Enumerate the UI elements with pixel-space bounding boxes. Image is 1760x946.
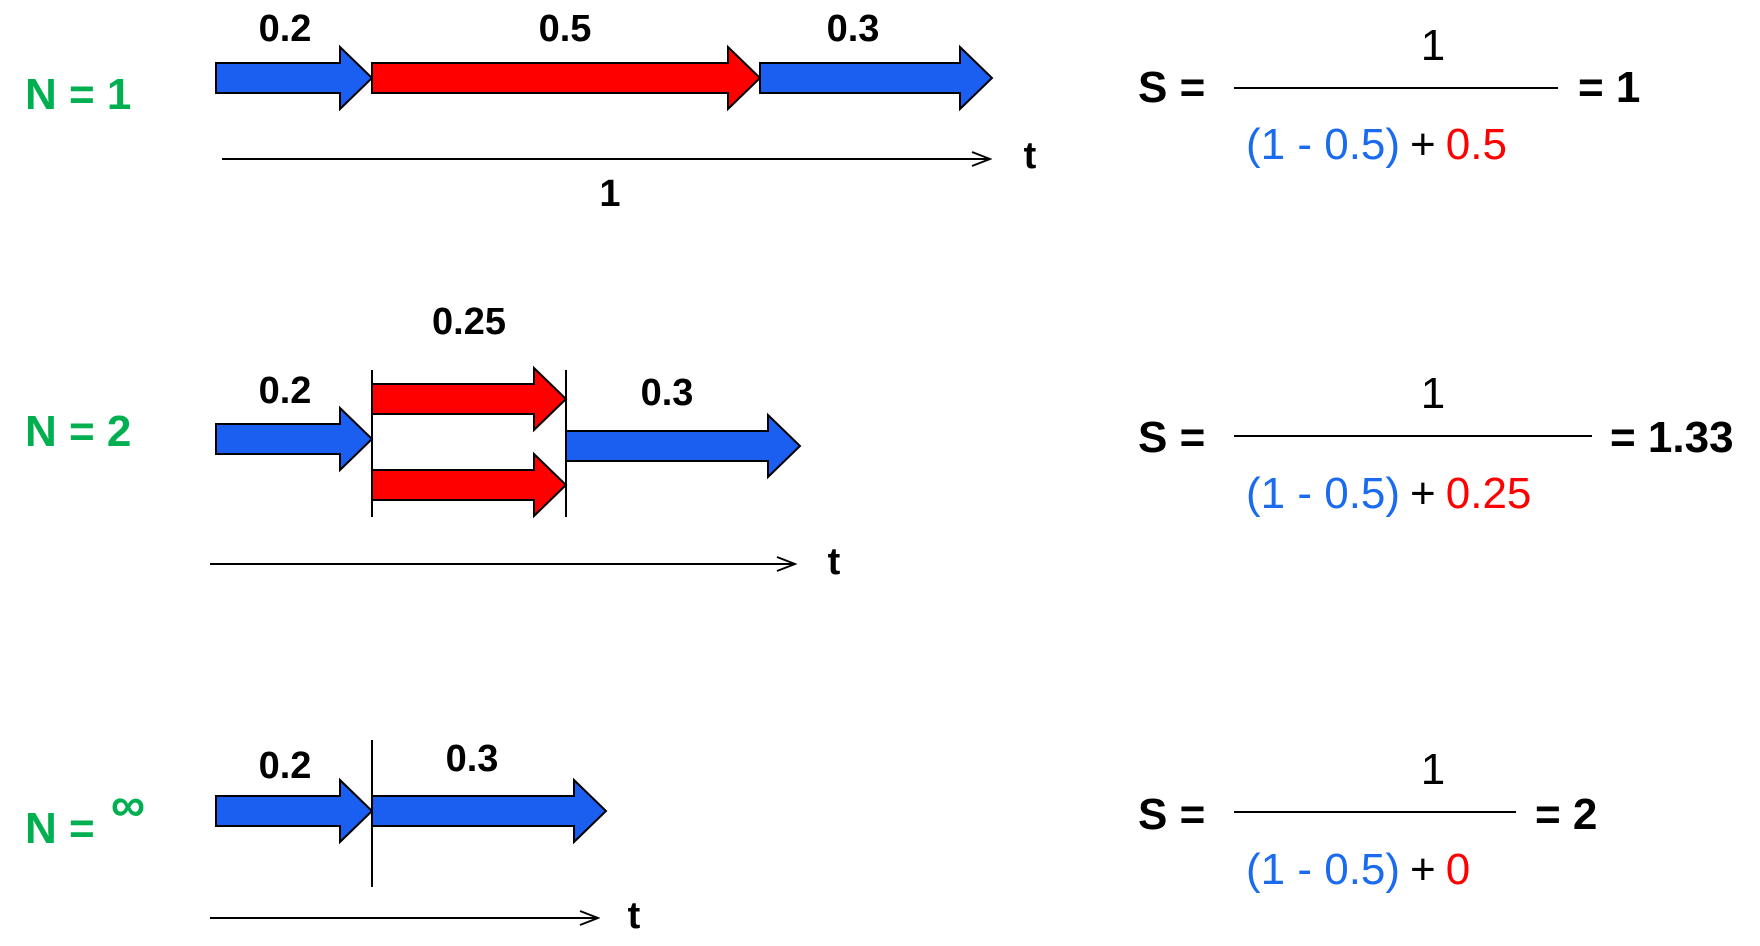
n1-parallel-label: 0.5 bbox=[539, 8, 592, 50]
n1-time-axis-label: t bbox=[1024, 135, 1037, 177]
ninf-label: N = ∞ bbox=[25, 779, 145, 853]
n1-serial-end-arrow bbox=[759, 44, 994, 112]
n2-formula-numerator: 1 bbox=[1421, 369, 1445, 418]
ninf-serial-term: (1 - 0.5) bbox=[1246, 845, 1400, 894]
infinity-symbol: ∞ bbox=[111, 779, 145, 832]
ninf-plus-sign: + bbox=[1410, 845, 1436, 894]
n2-parallel-arrow-2 bbox=[371, 451, 568, 519]
ninf-serial-end-label: 0.3 bbox=[446, 738, 499, 780]
n1-formula-result: = 1 bbox=[1578, 63, 1640, 112]
n1-serial-start-arrow bbox=[215, 44, 374, 112]
ninf-serial-end-arrow bbox=[371, 777, 608, 845]
ninf-formula-result: = 2 bbox=[1535, 790, 1597, 839]
n1-serial-end-label: 0.3 bbox=[827, 8, 880, 50]
n2-serial-term: (1 - 0.5) bbox=[1246, 469, 1400, 518]
n1-serial-term: (1 - 0.5) bbox=[1246, 120, 1400, 169]
n1-formula-lhs: S = bbox=[1138, 63, 1205, 112]
ninf-serial-start-arrow bbox=[215, 777, 374, 845]
n2-formula-denominator: (1 - 0.5) +0.25 bbox=[1246, 469, 1531, 518]
row-n1: N = 1 0.2 0.5 0.3 t 1 S = 1 (1 - 0.5) +0.… bbox=[25, 8, 1640, 215]
ninf-formula-denominator: (1 - 0.5) +0 bbox=[1246, 845, 1470, 894]
n1-formula-denominator: (1 - 0.5) +0.5 bbox=[1246, 120, 1507, 169]
n1-formula-numerator: 1 bbox=[1421, 21, 1445, 70]
ninf-formula-numerator: 1 bbox=[1421, 745, 1445, 794]
n1-total-label: 1 bbox=[599, 173, 620, 215]
n2-serial-end-label: 0.3 bbox=[641, 372, 694, 414]
n1-plus-sign: + bbox=[1410, 120, 1436, 169]
n2-parallel-term: 0.25 bbox=[1446, 469, 1532, 518]
n2-formula-lhs: S = bbox=[1138, 413, 1205, 462]
n2-serial-start-arrow bbox=[215, 405, 374, 473]
n2-plus-sign: + bbox=[1410, 469, 1436, 518]
n2-label: N = 2 bbox=[25, 407, 131, 456]
row-n2: N = 2 0.2 0.25 0.3 t S = 1 (1 - 0.5) +0.2… bbox=[25, 301, 1734, 583]
n2-parallel-arrow-1 bbox=[371, 365, 568, 433]
n2-formula-result: = 1.33 bbox=[1610, 413, 1734, 462]
ninf-label-prefix: N = bbox=[25, 804, 107, 853]
n1-parallel-arrow bbox=[371, 44, 762, 112]
n2-parallel-label: 0.25 bbox=[432, 301, 506, 343]
row-ninf: N = ∞ 0.2 0.3 t S = 1 (1 - 0.5) +0 = 2 bbox=[25, 738, 1597, 937]
n1-serial-start-label: 0.2 bbox=[259, 8, 312, 50]
n2-time-axis-label: t bbox=[828, 541, 841, 583]
n1-label: N = 1 bbox=[25, 70, 131, 119]
n1-parallel-term: 0.5 bbox=[1446, 120, 1507, 169]
ninf-serial-start-label: 0.2 bbox=[259, 745, 312, 787]
n2-serial-start-label: 0.2 bbox=[259, 370, 312, 412]
ninf-formula-lhs: S = bbox=[1138, 790, 1205, 839]
ninf-time-axis-label: t bbox=[628, 895, 641, 937]
ninf-parallel-term: 0 bbox=[1446, 845, 1470, 894]
n2-serial-end-arrow bbox=[565, 412, 802, 480]
